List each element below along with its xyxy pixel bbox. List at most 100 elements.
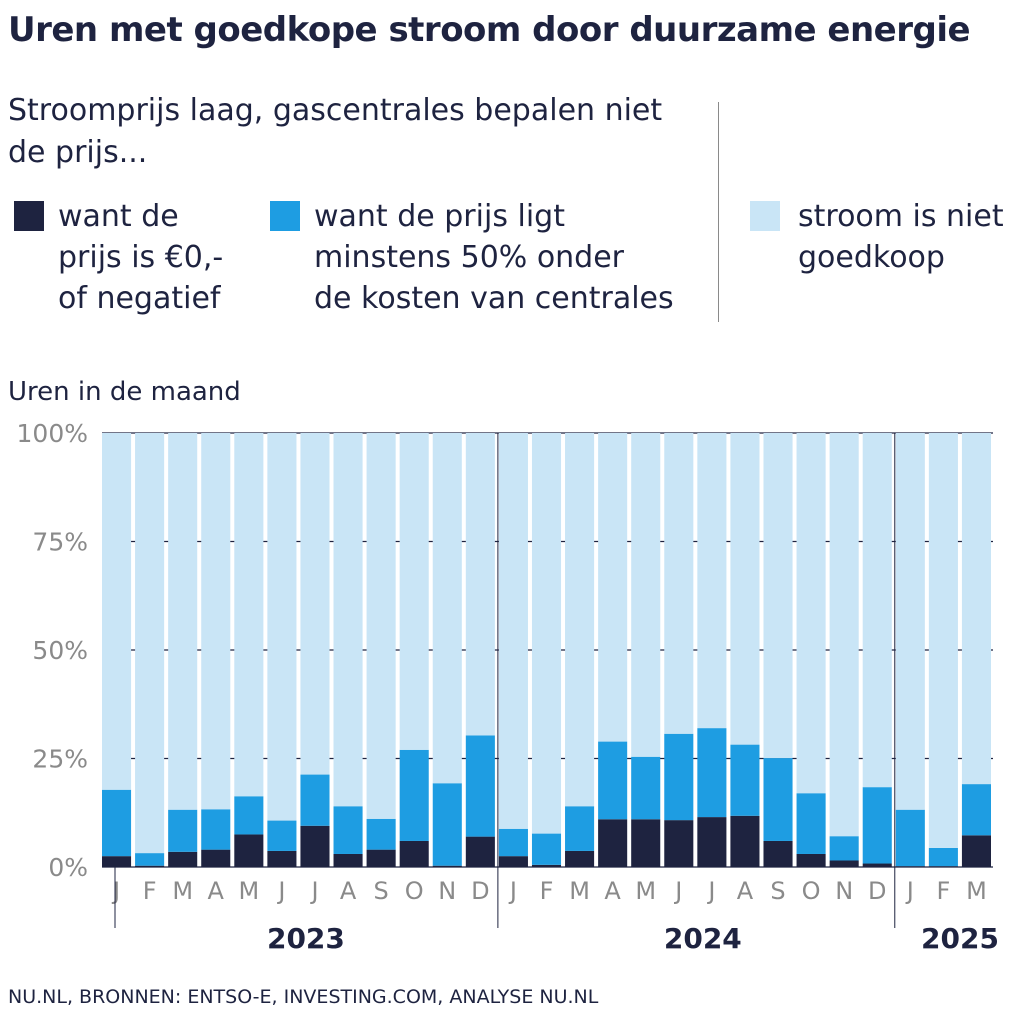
bar-segment-series-0-20 [763, 840, 793, 867]
bar-segment-series-2-8 [366, 433, 396, 819]
bar-segment-series-2-23 [862, 433, 892, 788]
bar-segment-series-2-6 [300, 433, 330, 775]
x-tick-label: N [438, 877, 456, 905]
bar-segment-series-1-20 [763, 758, 793, 841]
bar-segment-series-0-16 [631, 819, 661, 867]
bar-segment-series-1-5 [267, 820, 297, 851]
x-tick-label: D [868, 877, 886, 905]
x-tick-label: S [374, 877, 389, 905]
x-tick-label: A [340, 877, 357, 905]
bar-segment-series-0-3 [201, 849, 231, 867]
x-tick-label: M [172, 877, 193, 905]
x-tick-label: F [540, 877, 554, 905]
bar-segment-series-2-16 [631, 433, 661, 757]
bar-segment-series-0-14 [565, 850, 595, 867]
bar-segment-series-2-12 [498, 433, 528, 829]
x-tick-label: J [905, 877, 914, 905]
bar-segment-series-0-22 [829, 860, 859, 867]
bar-segment-series-2-13 [531, 433, 562, 834]
bar-segment-series-2-9 [399, 433, 429, 750]
bar-segment-series-2-25 [928, 433, 958, 848]
y-tick-label: 0% [48, 853, 88, 882]
bar-segment-series-1-14 [565, 806, 595, 851]
bar-segment-series-0-0 [102, 856, 132, 867]
legend-label-not-cheap: stroom is niet goedkoop [798, 199, 1004, 275]
source-footer: NU.NL, BRONNEN: ENTSO-E, INVESTING.COM, … [8, 986, 599, 1008]
x-tick-label: O [405, 877, 424, 905]
bar-segment-series-1-19 [730, 744, 760, 816]
bar-segment-series-0-6 [300, 825, 330, 867]
bar-segment-series-1-24 [895, 809, 925, 867]
bar-segment-series-2-0 [102, 433, 132, 790]
bar-segment-series-0-7 [333, 853, 363, 867]
x-tick-label: M [238, 877, 259, 905]
year-label: 2023 [267, 922, 345, 955]
bar-segment-series-2-21 [796, 433, 826, 794]
bar-segment-series-2-10 [432, 433, 462, 784]
x-tick-label: J [309, 877, 318, 905]
bar-segment-series-2-24 [895, 433, 925, 810]
bar-segment-series-0-24 [895, 866, 925, 867]
bar-segment-series-1-6 [300, 774, 330, 826]
bar-segment-series-1-11 [465, 735, 495, 837]
bar-segment-series-1-13 [531, 833, 562, 865]
bar-segment-series-0-9 [399, 840, 429, 867]
legend-label-negative: want de prijs is €0,- of negatief [58, 199, 224, 316]
x-tick-label: J [673, 877, 682, 905]
bar-segment-series-0-10 [432, 865, 462, 867]
x-tick-label: J [508, 877, 517, 905]
bar-segment-series-0-13 [531, 864, 562, 867]
bar-segment-series-2-14 [565, 433, 595, 807]
bar-segment-series-0-12 [498, 856, 528, 867]
x-tick-label: D [471, 877, 489, 905]
chart-subtitle: Stroomprijs laag, gascentrales bepalen n… [8, 93, 663, 170]
bar-segment-series-0-4 [234, 834, 264, 867]
bar-segment-series-2-5 [267, 433, 297, 821]
x-tick-label: O [802, 877, 821, 905]
year-label: 2025 [921, 922, 999, 955]
x-tick-label: M [569, 877, 590, 905]
bar-segment-series-1-3 [201, 809, 231, 850]
bar-segment-series-2-18 [697, 433, 727, 729]
bar-segment-series-0-5 [267, 850, 297, 867]
year-label: 2024 [664, 922, 742, 955]
bar-segment-series-2-15 [598, 433, 628, 742]
bar-segment-series-0-23 [862, 863, 892, 867]
bar-segment-series-1-23 [862, 787, 892, 864]
legend-swatch-not-cheap [750, 201, 780, 231]
bar-segment-series-0-25 [928, 866, 958, 867]
bar-segment-series-0-17 [664, 820, 694, 867]
bar-segment-series-2-17 [664, 433, 694, 734]
bar-segment-series-0-19 [730, 815, 760, 867]
bar-segment-series-1-2 [168, 809, 198, 852]
bar-segment-series-2-1 [135, 433, 165, 854]
bar-segment-series-1-12 [498, 828, 528, 857]
legend-swatch-negative [14, 201, 44, 231]
bar-segment-series-2-26 [961, 433, 991, 785]
bar-segment-series-0-1 [135, 865, 165, 867]
bar-segment-series-1-15 [598, 741, 628, 820]
x-tick-label: M [635, 877, 656, 905]
x-tick-label: S [770, 877, 785, 905]
bar-segment-series-1-18 [697, 728, 727, 818]
bar-segment-series-0-2 [168, 851, 198, 867]
x-tick-label: J [706, 877, 715, 905]
bar-segment-series-1-0 [102, 789, 132, 857]
x-tick-label: A [604, 877, 621, 905]
bar-segment-series-1-17 [664, 733, 694, 821]
y-tick-label: 50% [32, 636, 88, 665]
x-tick-label: N [835, 877, 853, 905]
bar-segment-series-1-8 [366, 818, 396, 850]
x-tick-label: J [111, 877, 120, 905]
bar-segment-series-2-3 [201, 433, 231, 810]
bar-segment-series-1-26 [961, 784, 991, 836]
bar-segment-series-2-11 [465, 433, 495, 736]
x-tick-label: A [208, 877, 225, 905]
legend-swatch-below-cost [270, 201, 300, 231]
bar-segment-series-2-19 [730, 433, 760, 745]
bar-segment-series-1-4 [234, 796, 264, 835]
bar-segment-series-0-8 [366, 849, 396, 867]
bar-segment-series-1-21 [796, 793, 826, 854]
bar-segment-series-1-7 [333, 806, 363, 854]
